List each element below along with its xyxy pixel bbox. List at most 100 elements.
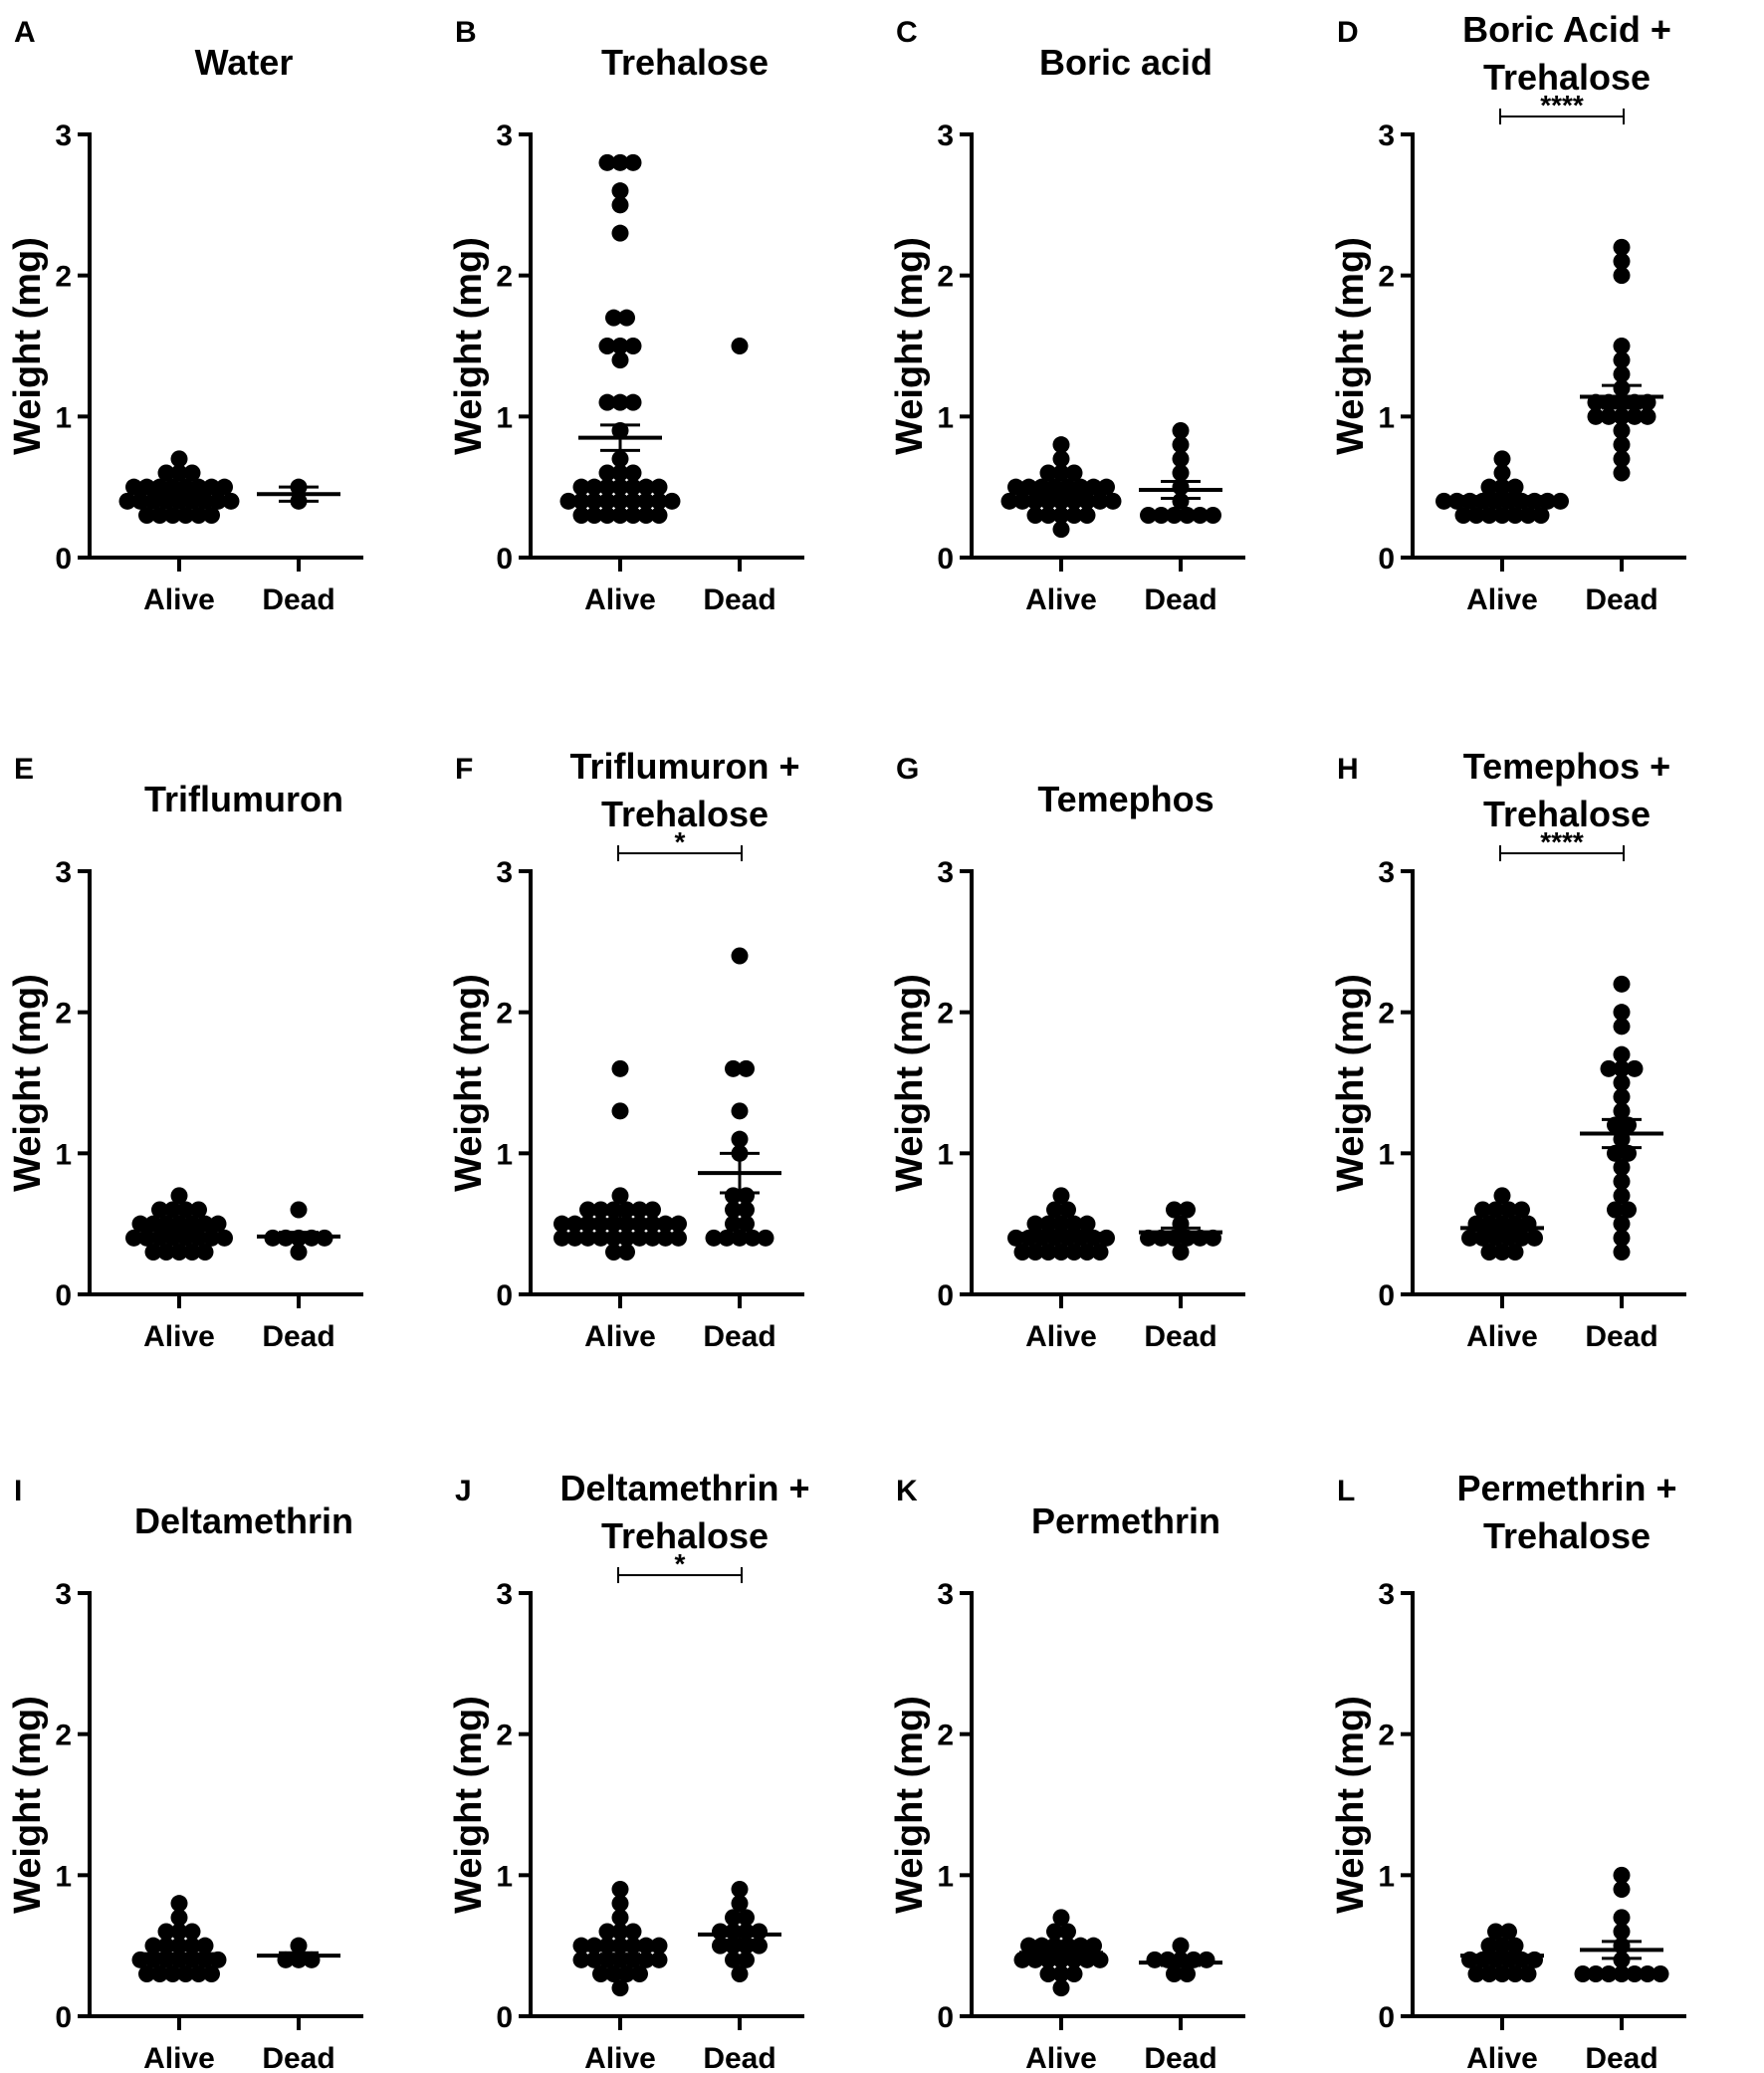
data-point-alive [138,1229,155,1247]
panel-title-line-2: Trehalose [1483,57,1651,98]
significance-label: **** [1540,90,1584,120]
data-point-alive [177,1201,194,1219]
y-tick-label: 3 [937,1578,954,1611]
data-point-alive [605,309,622,327]
data-point-alive [1480,1937,1498,1955]
data-point-alive [644,1201,661,1219]
data-point-dead [1613,351,1631,369]
data-point-alive [624,338,642,354]
y-tick-label: 1 [55,1138,72,1171]
data-point-alive [170,1187,188,1205]
y-tick-label: 2 [55,998,72,1031]
y-tick-label: 1 [937,401,954,434]
data-point-alive [151,1201,168,1219]
panel-letter: H [1337,753,1359,786]
data-point-dead [738,1215,755,1233]
data-point-dead [1600,1965,1618,1982]
y-tick-label: 1 [937,1138,954,1171]
panel-letter: J [455,1475,472,1507]
data-point-alive [1091,492,1109,510]
data-point-alive [1493,507,1511,524]
y-tick-label: 3 [496,856,513,889]
data-point-alive [611,507,629,524]
significance-label: * [675,826,686,857]
significance-bracket [617,1567,743,1583]
x-tick-label-dead: Dead [1585,583,1657,616]
data-point-alive [1091,1951,1109,1968]
data-point-dead [1172,422,1190,439]
data-point-dead [1613,338,1631,354]
data-point-dead [1639,407,1656,425]
y-tick-label: 3 [1378,119,1395,152]
data-point-alive [1020,1937,1037,1955]
data-point-alive [598,464,616,482]
y-tick-label: 3 [496,119,513,152]
data-point-dead [1613,365,1631,383]
data-point-dead [1172,464,1190,482]
data-point-dead [731,947,749,965]
data-point-alive [1013,492,1031,510]
y-axis-label: Weight (mg) [448,237,490,455]
data-point-alive [1065,1215,1083,1233]
data-point-alive [1467,1965,1485,1982]
data-point-alive [624,492,642,510]
y-tick-label: 1 [496,1860,513,1893]
data-point-alive [585,1951,603,1968]
y-tick-label: 2 [937,998,954,1031]
y-axis-label: Weight (mg) [889,237,931,455]
panel-k: K Permethrin Weight (mg) 0 1 2 3 Alive Dead [889,1475,1245,2073]
data-point-alive [190,1965,207,1982]
data-point-alive [598,492,616,510]
data-point-dead [1620,1201,1637,1219]
data-point-alive [151,1965,168,1982]
panel-h: H Temephos + Trehalose Weight (mg) 0 1 2 3 Alive… [1330,746,1686,1353]
y-tick-label: 1 [496,1138,513,1171]
data-point-alive [144,1937,162,1955]
panel-letter: L [1337,1475,1355,1507]
data-point-alive [138,1965,155,1982]
data-point-alive [611,224,629,242]
data-point-dead [731,1895,749,1913]
data-point-alive [572,1951,590,1968]
data-point-dead [725,1951,742,1968]
data-point-alive [177,507,194,524]
y-tick-label: 3 [937,856,954,889]
data-point-alive [1026,1951,1044,1968]
data-point-dead [705,1229,723,1247]
data-point-alive [1052,464,1070,482]
data-point-alive [1552,492,1569,510]
data-point-alive [1506,1244,1524,1261]
data-point-alive [650,478,668,496]
data-point-alive [1000,492,1018,510]
data-point-alive [1046,1923,1063,1941]
y-tick-label: 2 [937,261,954,294]
y-tick-label: 0 [496,1279,513,1312]
panel-title-line-1: Temephos + [1463,746,1670,787]
significance-label: * [675,1548,686,1579]
data-point-alive [650,507,668,524]
panel-letter: E [14,753,34,786]
data-point-dead [290,1244,308,1261]
x-tick-label-dead: Dead [703,2042,775,2073]
panel-c: C Boric acid Weight (mg) 0 1 2 3 Alive Dead [889,16,1245,616]
data-point-dead [718,1229,736,1247]
y-axis-label: Weight (mg) [1330,237,1372,455]
data-point-dead [1587,1965,1605,1982]
data-point-alive [1052,436,1070,454]
data-point-alive [624,393,642,411]
y-tick-label: 0 [1378,543,1395,576]
data-point-dead [1607,1201,1624,1219]
y-tick-label: 3 [1378,1578,1395,1611]
data-point-alive [1493,464,1511,482]
panel-i: I Deltamethrin Weight (mg) 0 1 2 3 Alive Dead [7,1475,363,2073]
y-tick-label: 0 [1378,2001,1395,2034]
data-point-alive [1506,478,1524,496]
data-point-dead [1613,1229,1631,1247]
data-point-alive [670,1229,687,1247]
data-point-dead [731,1229,749,1247]
data-point-alive [1519,507,1537,524]
data-point-alive [663,492,681,510]
data-point-dead [1626,407,1644,425]
data-point-dead [1574,1965,1592,1982]
